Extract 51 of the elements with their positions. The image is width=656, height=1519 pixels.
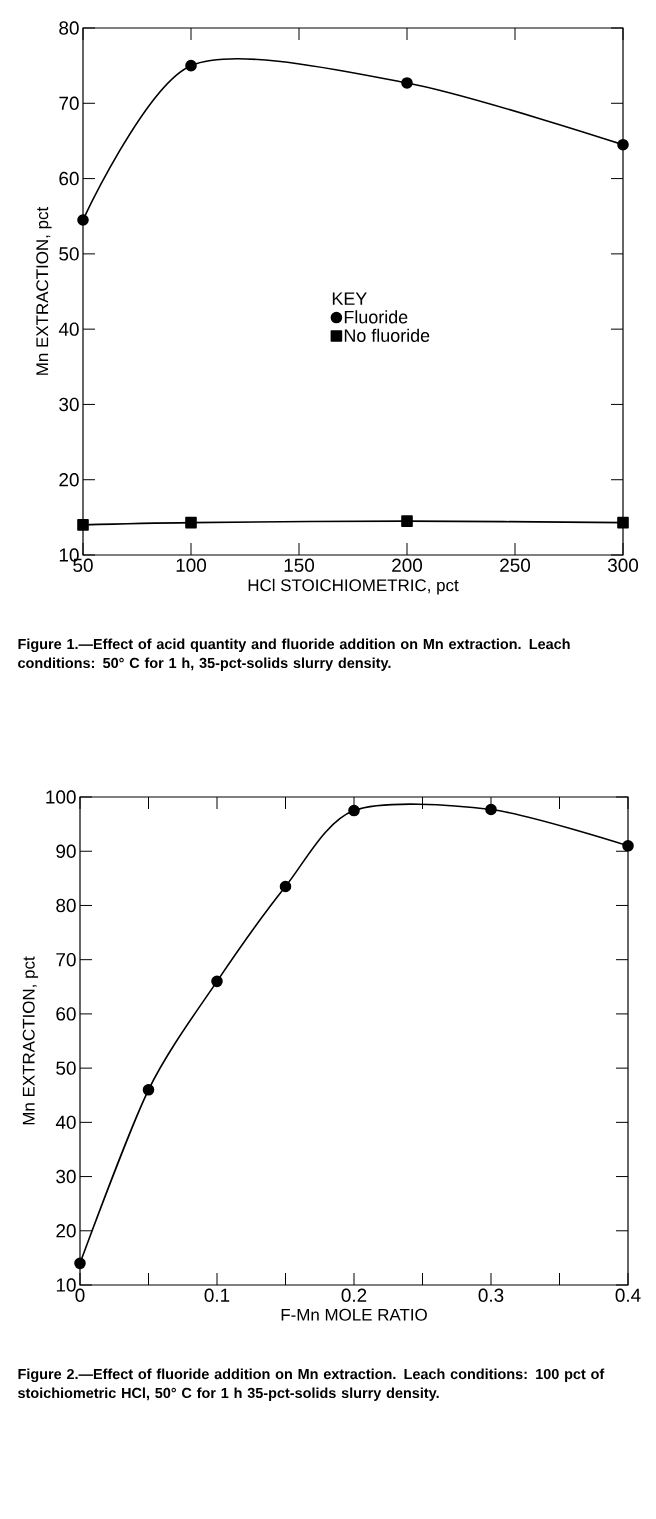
y-tick-label: 70 xyxy=(56,952,76,967)
y-tick-label: 100 xyxy=(46,790,76,804)
y-tick-label: 20 xyxy=(59,473,79,487)
x-tick-label: 150 xyxy=(284,558,315,572)
x-tick-label: 300 xyxy=(607,558,639,572)
y-tick-label: 70 xyxy=(59,96,79,110)
caption: Figure 2.—Effect of fluoride addition on Mn extraction. Leach conditions: 100 pct of stoichiometric HCl, 50° C for 1 h 35-pct-solids slurry density. xyxy=(18,1368,605,1401)
point xyxy=(279,880,292,893)
point xyxy=(74,1257,86,1270)
x-tick-label: 0.2 xyxy=(341,1288,367,1302)
x-tick-label: 250 xyxy=(500,558,531,572)
y-tick-label: 60 xyxy=(59,171,79,186)
x-tick-label: 0.1 xyxy=(204,1288,230,1302)
y-tick-label: 80 xyxy=(59,21,79,35)
point xyxy=(211,975,223,988)
legend-label: No fluoride xyxy=(344,328,430,342)
point xyxy=(622,840,634,852)
y-axis-title: Mn EXTRACTION, pct xyxy=(36,206,52,375)
point xyxy=(617,138,629,151)
point xyxy=(185,516,197,529)
y-tick-label: 50 xyxy=(59,247,79,261)
x-tick-label: 0 xyxy=(75,1288,85,1302)
y-tick-label: 10 xyxy=(56,1278,76,1292)
y-tick-label: 40 xyxy=(55,1115,76,1130)
point xyxy=(485,803,497,816)
point xyxy=(617,516,629,529)
point xyxy=(401,77,413,89)
point xyxy=(348,804,360,817)
point xyxy=(142,1084,155,1096)
x-axis-title: F-Mn MOLE RATIO xyxy=(281,1308,427,1321)
legend-title: KEY xyxy=(332,292,367,305)
y-tick-label: 60 xyxy=(56,1007,76,1021)
point xyxy=(185,59,197,72)
y-tick-label: 80 xyxy=(56,898,76,913)
y-tick-label: 50 xyxy=(56,1061,76,1075)
point xyxy=(401,515,413,527)
caption: Figure 1.—Effect of acid quantity and fluoride addition on Mn extraction. Leach conditions: 50° C for 1 h, 35-pct-solids slurry density. xyxy=(18,638,570,671)
point xyxy=(77,519,89,531)
x-axis-title: HCl STOICHIOMETRIC, pct xyxy=(248,578,459,595)
x-tick-label: 200 xyxy=(392,558,423,572)
y-tick-label: 20 xyxy=(56,1224,76,1238)
y-axis-title: Mn EXTRACTION, pct xyxy=(22,956,39,1125)
x-tick-label: 0.4 xyxy=(615,1288,641,1302)
y-tick-label: 30 xyxy=(56,1169,76,1184)
y-tick-label: 30 xyxy=(59,397,79,412)
x-tick-label: 100 xyxy=(176,558,207,572)
x-tick-label: 0.3 xyxy=(478,1288,504,1302)
legend-label: Fluoride xyxy=(344,310,408,324)
y-tick-label: 90 xyxy=(56,844,76,858)
point xyxy=(77,214,89,226)
y-tick-label: 40 xyxy=(58,322,79,336)
